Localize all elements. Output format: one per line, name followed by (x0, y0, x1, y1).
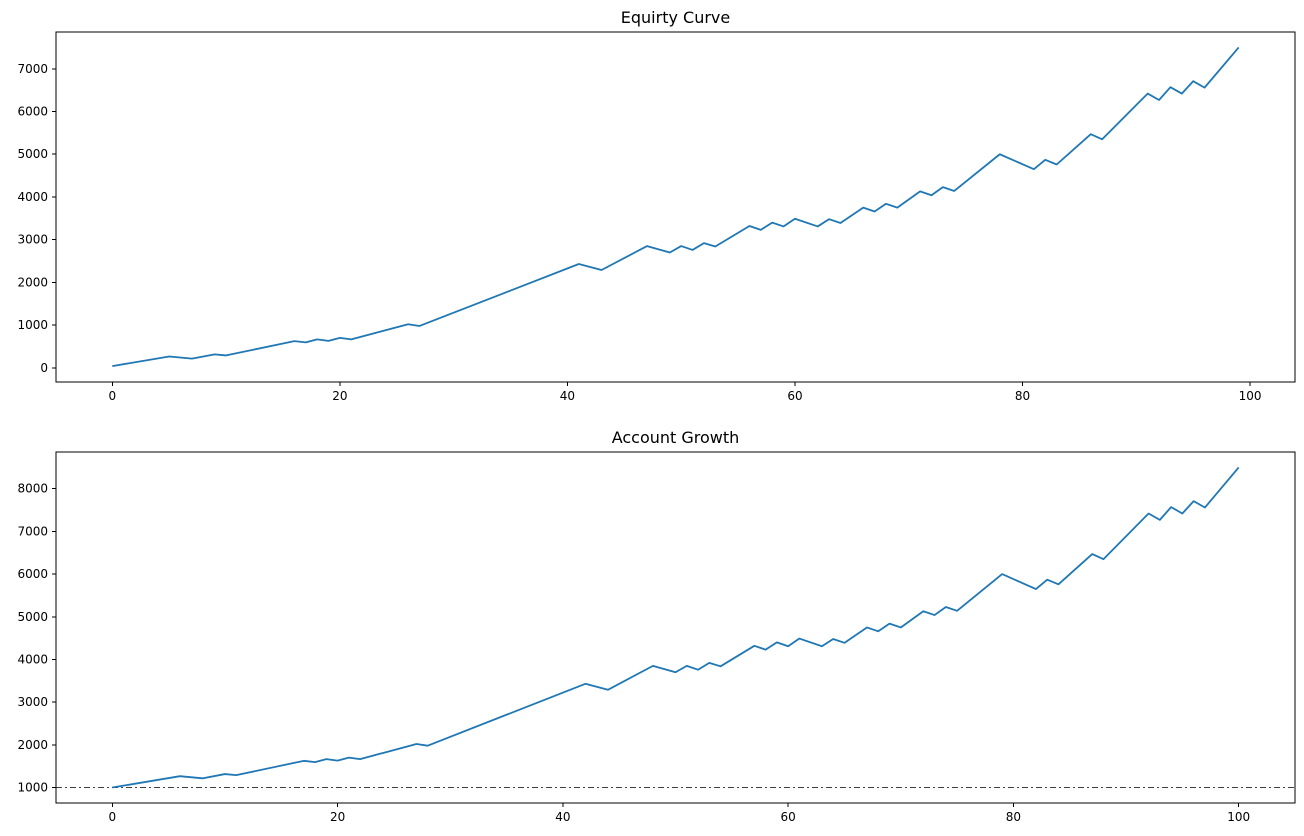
y-tick-label: 3000 (17, 233, 48, 247)
x-tick-label: 80 (1015, 389, 1030, 403)
chart-title: Account Growth (612, 428, 740, 447)
x-tick-label: 20 (330, 810, 345, 824)
y-tick-label: 6000 (17, 105, 48, 119)
y-tick-label: 4000 (17, 190, 48, 204)
axes-frame (55, 31, 1296, 383)
y-tick-label: 1000 (17, 781, 48, 795)
y-tick-label: 1000 (17, 318, 48, 332)
x-tick-label: 0 (108, 810, 116, 824)
y-tick-label: 3000 (17, 695, 48, 709)
y-tick-label: 2000 (17, 738, 48, 752)
x-tick-label: 20 (332, 389, 347, 403)
y-tick-label: 0 (40, 361, 48, 375)
y-tick-label: 7000 (17, 62, 48, 76)
account-growth-plot: Account Growth 0 20 40 60 80 100 1000 2000 3000 40… (17, 428, 1296, 824)
y-tick-label: 5000 (17, 147, 48, 161)
y-tick-label: 5000 (17, 610, 48, 624)
series-line (112, 466, 1240, 789)
y-tick-label: 7000 (17, 524, 48, 538)
series-line (112, 46, 1240, 367)
y-tick-label: 6000 (17, 567, 48, 581)
x-tick-label: 40 (555, 810, 570, 824)
x-tick-label: 60 (787, 389, 802, 403)
x-tick-label: 100 (1227, 810, 1250, 824)
x-tick-label: 40 (560, 389, 575, 403)
y-tick-label: 8000 (17, 482, 48, 496)
y-tick-label: 2000 (17, 275, 48, 289)
x-tick-label: 60 (780, 810, 795, 824)
x-tick-label: 100 (1239, 389, 1262, 403)
axes-frame (55, 451, 1296, 804)
x-tick-label: 0 (108, 389, 116, 403)
y-tick-label: 4000 (17, 652, 48, 666)
chart-title: Equirty Curve (621, 8, 730, 27)
x-tick-label: 80 (1006, 810, 1021, 824)
